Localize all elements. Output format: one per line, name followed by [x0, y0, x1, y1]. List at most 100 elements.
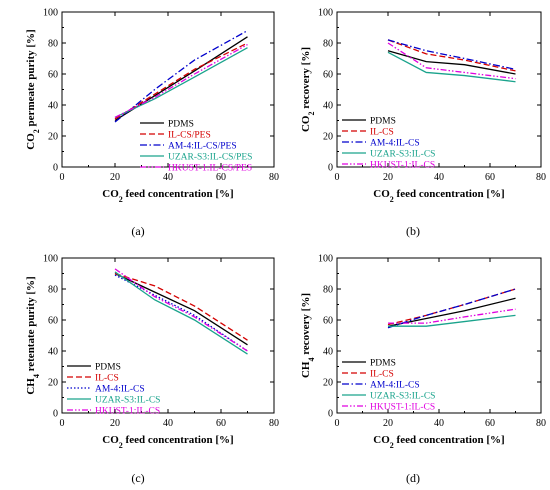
panel-d: 0 20 40 60 80 0 20 40 60 80 100 CO2 feed concentrat…: [300, 254, 546, 486]
x-tick-label: 0: [60, 172, 65, 183]
series-line: [387, 42, 516, 80]
y-tick-label: 80: [323, 39, 333, 50]
x-tick-label: 60: [216, 418, 226, 429]
legend-label: PDMS: [95, 363, 121, 373]
y-tick-label: 100: [318, 8, 333, 19]
legend-label: IL-CS: [95, 374, 119, 384]
panel-caption: (c): [131, 471, 144, 485]
legend-label: HKUST-1:IL-CS/PES: [168, 164, 252, 174]
legend: PDMSIL-CSAM-4:IL-CSUZAR-S3:IL-CSHKUST-1:…: [342, 117, 435, 171]
x-axis-label: CO2 feed concentration [%]: [102, 188, 233, 204]
y-tick-label: 60: [48, 316, 58, 327]
x-axis-label: CO2 feed concentration [%]: [373, 188, 504, 204]
x-tick-label: 60: [216, 172, 226, 183]
x-tick-label: 80: [536, 172, 546, 183]
series-line: [387, 51, 516, 83]
legend-label: HKUST-1:IL-CS: [95, 407, 160, 417]
x-tick-label: 80: [269, 418, 279, 429]
legend-label: UZAR-S3:IL-CS: [95, 396, 160, 406]
series-line: [387, 288, 516, 329]
y-tick-label: 100: [43, 254, 58, 265]
y-tick-label: 0: [328, 409, 333, 420]
panel-caption: (d): [406, 471, 420, 485]
y-tick-label: 20: [48, 378, 58, 389]
panel-caption: (a): [131, 224, 144, 238]
y-tick-label: 20: [323, 378, 333, 389]
y-tick-label: 0: [53, 409, 58, 420]
series-line: [114, 43, 248, 118]
series-line: [114, 268, 248, 352]
y-tick-label: 100: [43, 8, 58, 19]
series-line: [388, 314, 516, 327]
legend-label: UZAR-S3:IL-CS: [370, 150, 435, 160]
y-tick-label: 60: [323, 316, 333, 327]
x-tick-label: 0: [335, 418, 340, 429]
legend-label: IL-CS/PES: [168, 131, 211, 141]
x-tick-label: 40: [434, 172, 444, 183]
x-tick-label: 80: [536, 418, 546, 429]
y-tick-label: 60: [323, 70, 333, 81]
legend-label: IL-CS: [370, 370, 394, 380]
legend-label: AM-4:IL-CS: [370, 139, 420, 149]
legend-label: AM-4:IL-CS: [370, 381, 420, 391]
series-line: [388, 308, 516, 324]
y-tick-label: 0: [53, 163, 58, 174]
plot-frame: [336, 257, 542, 414]
y-tick-label: 80: [48, 285, 58, 296]
y-tick-label: 40: [48, 101, 58, 112]
x-tick-label: 20: [383, 172, 393, 183]
legend-label: UZAR-S3:IL-CS/PES: [168, 153, 252, 163]
legend-label: HKUST-1:IL-CS: [370, 403, 435, 413]
y-tick-label: 20: [48, 132, 58, 143]
series-line: [387, 39, 516, 72]
series-line: [114, 272, 248, 341]
legend-label: HKUST-1:IL-CS: [370, 161, 435, 171]
x-tick-label: 60: [485, 172, 495, 183]
y-axis-label: CO2 permeate purity [%]: [25, 29, 41, 149]
legend: PDMSIL-CS/PESAM-4:IL-CS/PESUZAR-S3:IL-CS…: [140, 120, 252, 174]
y-tick-label: 0: [328, 163, 333, 174]
x-tick-label: 0: [335, 172, 340, 183]
legend-label: PDMS: [370, 117, 396, 127]
x-tick-label: 0: [60, 418, 65, 429]
panel-a: 0 20 40 60 80 0 20 40 60 80 100 CO2 feed concentrat…: [25, 8, 279, 239]
legend-label: IL-CS: [370, 128, 394, 138]
x-tick-label: 60: [485, 418, 495, 429]
y-tick-label: 100: [318, 254, 333, 265]
series-line: [387, 39, 516, 70]
plot-frame: [61, 257, 275, 414]
x-tick-label: 20: [110, 418, 120, 429]
legend-label: UZAR-S3:IL-CS: [370, 392, 435, 402]
legend: PDMSIL-CSAM-4:IL-CSUZAR-S3:IL-CSHKUST-1:…: [342, 359, 435, 413]
series-line: [114, 30, 248, 123]
series-line: [114, 47, 248, 118]
x-tick-label: 40: [163, 418, 173, 429]
panel-caption: (b): [406, 224, 420, 238]
series-line: [114, 271, 248, 355]
x-tick-label: 40: [163, 172, 173, 183]
series-line: [387, 297, 516, 327]
x-axis-label: CO2 feed concentration [%]: [102, 434, 233, 450]
y-tick-label: 20: [323, 132, 333, 143]
y-tick-label: 40: [48, 347, 58, 358]
panel-c: 0 20 40 60 80 0 20 40 60 80 100 CO2 feed concentrat…: [25, 254, 279, 486]
x-tick-label: 80: [269, 172, 279, 183]
x-axis-label: CO2 feed concentration [%]: [373, 434, 504, 450]
y-tick-label: 80: [48, 39, 58, 50]
legend: PDMSIL-CSAM-4:IL-CSUZAR-S3:IL-CSHKUST-1:…: [67, 363, 160, 417]
y-tick-label: 40: [323, 101, 333, 112]
series-line: [387, 50, 516, 75]
y-tick-label: 60: [48, 70, 58, 81]
legend-label: PDMS: [168, 120, 194, 130]
series-line: [114, 42, 248, 120]
plot-frame: [336, 11, 542, 168]
y-axis-label: CH4 retentate purity [%]: [25, 276, 41, 394]
legend-label: PDMS: [370, 359, 396, 369]
y-axis-label: CH4 recovery [%]: [300, 293, 316, 378]
x-tick-label: 20: [383, 418, 393, 429]
legend-label: AM-4:IL-CS: [95, 385, 145, 395]
x-tick-label: 40: [434, 418, 444, 429]
y-axis-label: CO2 recovery [%]: [300, 47, 316, 132]
x-tick-label: 20: [110, 172, 120, 183]
